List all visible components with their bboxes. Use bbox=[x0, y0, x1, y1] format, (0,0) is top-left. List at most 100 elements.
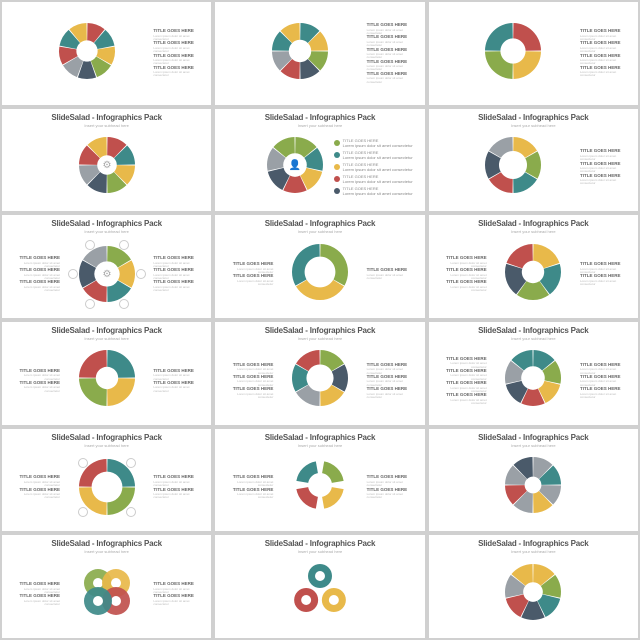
legend-vlist: TITLE GOES HERELorem ipsum dolor sit ame… bbox=[334, 138, 413, 196]
slide-thumbnail-s5[interactable]: SlideSalad - Infographics PackInsert you… bbox=[215, 109, 424, 212]
legend-item-title: TITLE GOES HERE bbox=[225, 387, 273, 392]
legend-left: TITLE GOES HERELorem ipsum dolor sit ame… bbox=[12, 582, 60, 606]
legend-item-title: TITLE GOES HERE bbox=[12, 268, 60, 273]
legend-item-title: TITLE GOES HERE bbox=[12, 475, 60, 480]
slide-title: SlideSalad - Infographics Pack bbox=[8, 113, 205, 122]
legend-right: TITLE GOES HERELorem ipsum dolor sit ame… bbox=[367, 475, 415, 499]
slide-thumbnail-s8[interactable]: SlideSalad - Infographics PackInsert you… bbox=[215, 215, 424, 318]
ring-chart bbox=[481, 133, 545, 197]
slide-thumbnail-s12[interactable]: SlideSalad - Infographics PackInsert you… bbox=[429, 322, 638, 425]
legend-item-desc: Lorem ipsum dolor sit amet consectetur bbox=[439, 286, 487, 293]
outer-icon bbox=[136, 269, 146, 279]
vlist-item: TITLE GOES HERELorem ipsum dolor sit ame… bbox=[334, 162, 413, 172]
legend-item-title: TITLE GOES HERE bbox=[439, 256, 487, 261]
dot-icon bbox=[334, 176, 340, 182]
slide-thumbnail-s2[interactable]: TITLE GOES HERELorem ipsum dolor sit ame… bbox=[215, 2, 424, 105]
legend-item-title: TITLE GOES HERE bbox=[580, 41, 628, 46]
ring-chart: ⚙ bbox=[75, 133, 139, 197]
legend-right: TITLE GOES HERELorem ipsum dolor sit ame… bbox=[153, 256, 201, 292]
legend-item-title: TITLE GOES HERE bbox=[367, 268, 415, 273]
legend-item-title: TITLE GOES HERE bbox=[367, 363, 415, 368]
ring-chart: 👤 bbox=[263, 133, 327, 197]
legend-item-desc: Lorem ipsum dolor sit amet consectetur bbox=[225, 280, 273, 287]
slide-body: TITLE GOES HERELorem ipsum dolor sit ame… bbox=[221, 6, 418, 101]
legend-item-desc: Lorem ipsum dolor sit amet consectetur bbox=[580, 392, 628, 399]
legend-item: TITLE GOES HERELorem ipsum dolor sit ame… bbox=[153, 487, 201, 499]
legend-item: TITLE GOES HERELorem ipsum dolor sit ame… bbox=[580, 174, 628, 186]
slide-body: TITLE GOES HERELorem ipsum dolor sit ame… bbox=[8, 341, 205, 421]
gear-icon: ⚙ bbox=[102, 269, 111, 280]
legend-item-title: TITLE GOES HERE bbox=[153, 594, 201, 599]
vlist-desc: Lorem ipsum dolor sit amet consectetur bbox=[343, 143, 413, 148]
vlist-desc: Lorem ipsum dolor sit amet consectetur bbox=[343, 191, 413, 196]
slide-title: SlideSalad - Infographics Pack bbox=[435, 539, 632, 548]
legend-item-title: TITLE GOES HERE bbox=[439, 381, 487, 386]
slide-title: SlideSalad - Infographics Pack bbox=[221, 219, 418, 228]
slide-thumbnail-s15[interactable]: SlideSalad - Infographics PackInsert you… bbox=[429, 429, 638, 532]
legend-item: TITLE GOES HERELorem ipsum dolor sit ame… bbox=[153, 594, 201, 606]
vlist-desc: Lorem ipsum dolor sit amet consectetur bbox=[343, 167, 413, 172]
slide-title: SlideSalad - Infographics Pack bbox=[435, 433, 632, 442]
legend-item-title: TITLE GOES HERE bbox=[580, 363, 628, 368]
legend-item: TITLE GOES HERELorem ipsum dolor sit ame… bbox=[580, 65, 628, 77]
legend-item-title: TITLE GOES HERE bbox=[153, 475, 201, 480]
ring-chart bbox=[501, 346, 565, 410]
legend-item-title: TITLE GOES HERE bbox=[153, 256, 201, 261]
slide-body: TITLE GOES HERE Lorem ipsum dolor sit ame… bbox=[8, 448, 205, 528]
slide-body: TITLE GOES HERE Lorem ipsum dolor sit ame… bbox=[435, 234, 632, 314]
gear-icon: ⚙ bbox=[102, 160, 111, 171]
legend-item: TITLE GOES HERELorem ipsum dolor sit ame… bbox=[12, 381, 60, 393]
slide-thumbnail-s11[interactable]: SlideSalad - Infographics PackInsert you… bbox=[215, 322, 424, 425]
legend-left: TITLE GOES HERELorem ipsum dolor sit ame… bbox=[12, 369, 60, 393]
slide-title: SlideSalad - Infographics Pack bbox=[8, 219, 205, 228]
slide-thumbnail-s1[interactable]: TITLE GOES HERELorem ipsum dolor sit ame… bbox=[2, 2, 211, 105]
slide-body: TITLE GOES HERE Lorem ipsum dolor sit ame… bbox=[435, 341, 632, 421]
slide-body bbox=[221, 554, 418, 634]
legend-item-title: TITLE GOES HERE bbox=[580, 174, 628, 179]
ring-chart bbox=[288, 346, 352, 410]
slide-thumbnail-s7[interactable]: SlideSalad - Infographics PackInsert you… bbox=[2, 215, 211, 318]
legend-item-desc: Lorem ipsum dolor sit amet consectetur bbox=[153, 493, 201, 500]
slide-body bbox=[435, 448, 632, 528]
slide-thumbnail-s13[interactable]: SlideSalad - Infographics PackInsert you… bbox=[2, 429, 211, 532]
dot-icon bbox=[334, 188, 340, 194]
ring-chart bbox=[481, 19, 545, 83]
legend-item-title: TITLE GOES HERE bbox=[580, 375, 628, 380]
slide-title: SlideSalad - Infographics Pack bbox=[435, 326, 632, 335]
ring-chart bbox=[501, 560, 565, 624]
outer-icon bbox=[119, 299, 129, 309]
legend-item-title: TITLE GOES HERE bbox=[12, 369, 60, 374]
slide-thumbnail-s3[interactable]: TITLE GOES HERELorem ipsum dolor sit ame… bbox=[429, 2, 638, 105]
outer-icon bbox=[119, 240, 129, 250]
legend-left: TITLE GOES HERELorem ipsum dolor sit ame… bbox=[225, 262, 273, 286]
legend-item-title: TITLE GOES HERE bbox=[225, 475, 273, 480]
slide-thumbnail-s6[interactable]: SlideSalad - Infographics PackInsert you… bbox=[429, 109, 638, 212]
slide-thumbnail-s10[interactable]: SlideSalad - Infographics PackInsert you… bbox=[2, 322, 211, 425]
slide-thumbnail-s9[interactable]: SlideSalad - Infographics PackInsert you… bbox=[429, 215, 638, 318]
legend-item-title: TITLE GOES HERE bbox=[367, 47, 415, 52]
legend-item-desc: Lorem ipsum dolor sit amet consectetur bbox=[367, 392, 415, 399]
legend-item-title: TITLE GOES HERE bbox=[367, 487, 415, 492]
slide-body: TITLE GOES HERE Lorem ipsum dolor sit ame… bbox=[221, 341, 418, 421]
legend-item: TITLE GOES HERELorem ipsum dolor sit ame… bbox=[153, 280, 201, 292]
legend-right: TITLE GOES HERELorem ipsum dolor sit ame… bbox=[580, 262, 628, 286]
legend-item-title: TITLE GOES HERE bbox=[12, 594, 60, 599]
outer-icon bbox=[68, 269, 78, 279]
outer-icon bbox=[85, 240, 95, 250]
slide-body: TITLE GOES HERELorem ipsum dolor sit ame… bbox=[435, 128, 632, 208]
legend-item-title: TITLE GOES HERE bbox=[580, 53, 628, 58]
legend-item-title: TITLE GOES HERE bbox=[153, 268, 201, 273]
legend-item: TITLE GOES HERELorem ipsum dolor sit ame… bbox=[153, 381, 201, 393]
slide-thumbnail-s14[interactable]: SlideSalad - Infographics PackInsert you… bbox=[215, 429, 424, 532]
legend-item-title: TITLE GOES HERE bbox=[153, 53, 201, 58]
outer-icon bbox=[126, 507, 136, 517]
slide-thumbnail-s16[interactable]: SlideSalad - Infographics PackInsert you… bbox=[2, 535, 211, 638]
legend-item-desc: Lorem ipsum dolor sit amet consectetur bbox=[12, 493, 60, 500]
slide-thumbnail-s18[interactable]: SlideSalad - Infographics PackInsert you… bbox=[429, 535, 638, 638]
slide-title: SlideSalad - Infographics Pack bbox=[221, 539, 418, 548]
slide-thumbnail-s4[interactable]: SlideSalad - Infographics PackInsert you… bbox=[2, 109, 211, 212]
vlist-item: TITLE GOES HERELorem ipsum dolor sit ame… bbox=[334, 186, 413, 196]
slide-thumbnail-s17[interactable]: SlideSalad - Infographics PackInsert you… bbox=[215, 535, 424, 638]
legend-item-title: TITLE GOES HERE bbox=[12, 280, 60, 285]
outer-icon bbox=[78, 507, 88, 517]
